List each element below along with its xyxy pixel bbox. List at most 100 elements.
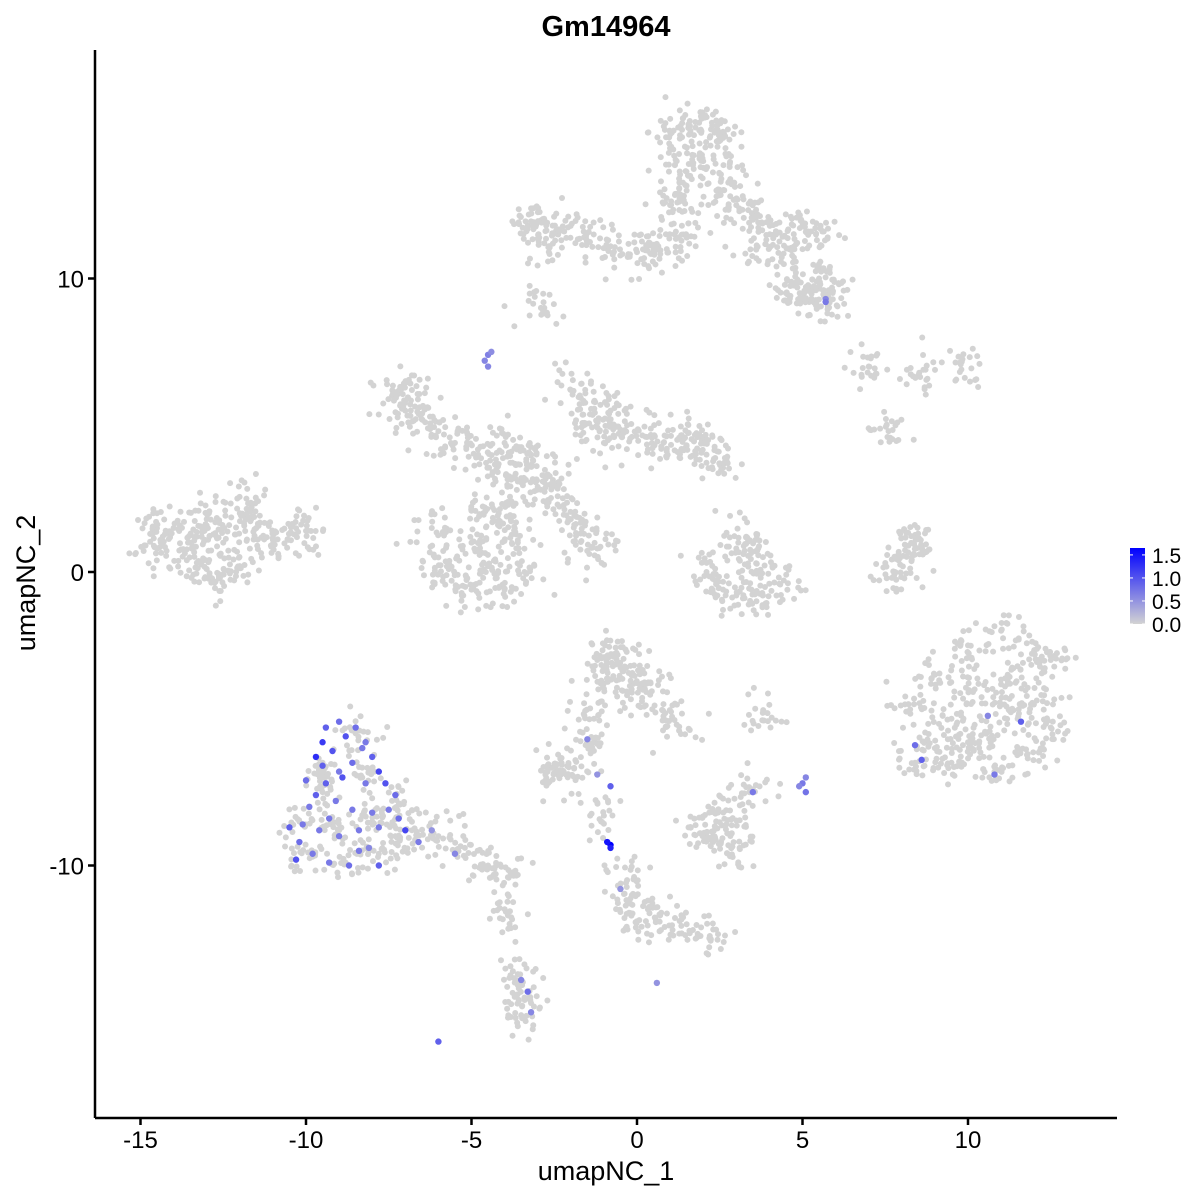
cell-point (743, 534, 750, 541)
cell-point (667, 675, 674, 682)
cell-point (919, 772, 926, 779)
cell-point (639, 694, 646, 701)
cell-point (686, 131, 693, 138)
cell-point (1056, 713, 1063, 720)
cell-point (790, 231, 797, 238)
cell-point (996, 703, 1003, 710)
cell-point (762, 779, 769, 786)
cell-point (703, 459, 710, 466)
cell-point (504, 453, 511, 460)
cell-point (564, 707, 571, 714)
cell-point (716, 186, 723, 193)
cell-point (833, 302, 840, 309)
cell-point (601, 888, 608, 895)
cell-point (947, 701, 954, 708)
cell-point (489, 600, 496, 607)
cell-point (781, 233, 788, 240)
cell-point (262, 486, 269, 493)
cell-point (293, 863, 300, 870)
cell-point (934, 748, 941, 755)
cell-point (738, 584, 745, 591)
cell-point (414, 396, 421, 403)
cell-point (698, 462, 705, 469)
cell-point (443, 542, 450, 549)
cell-point (812, 268, 819, 275)
cell-point (765, 570, 772, 577)
cell-point (705, 912, 712, 919)
cell-point (857, 386, 864, 393)
cell-point (528, 463, 535, 470)
cell-point (645, 239, 652, 246)
cell-point (574, 500, 581, 507)
cell-point (776, 229, 783, 236)
cell-point (717, 793, 724, 800)
cell-point (796, 290, 803, 297)
cell-point (930, 718, 937, 725)
cell-point (1024, 770, 1031, 777)
cell-point (961, 374, 968, 381)
cell-point (719, 835, 726, 842)
cell-point (385, 396, 392, 403)
cell-point (999, 764, 1006, 771)
cell-point (872, 370, 879, 377)
expressed-cell-point (918, 756, 925, 764)
cell-point (799, 271, 806, 278)
expressed-cell-point (335, 718, 343, 725)
cell-point (957, 690, 964, 697)
cell-point (622, 405, 629, 412)
cell-point (711, 823, 718, 830)
cell-point (206, 508, 213, 515)
cell-point (718, 175, 725, 182)
cell-point (634, 426, 641, 433)
cell-point (1026, 656, 1033, 663)
cell-point (1041, 668, 1048, 675)
cell-point (512, 938, 519, 945)
cell-point (439, 505, 446, 512)
cell-point (952, 359, 959, 366)
cell-point (892, 569, 899, 576)
cell-point (893, 576, 900, 583)
cell-point (592, 673, 599, 680)
cell-point (321, 810, 328, 817)
cell-point (447, 817, 454, 824)
cell-point (909, 373, 916, 380)
cell-point (697, 576, 704, 583)
cell-point (991, 623, 998, 630)
cell-point (718, 466, 725, 473)
legend-tick-label: 1.5 (1152, 545, 1181, 568)
cell-point (740, 551, 747, 558)
cell-point (609, 226, 616, 233)
cell-point (1020, 623, 1027, 630)
cell-point (761, 562, 768, 569)
cell-point (645, 939, 652, 946)
cell-point (680, 115, 687, 122)
cell-point (281, 822, 288, 829)
cell-point (619, 434, 626, 441)
cell-point (225, 547, 232, 554)
cell-point (511, 445, 518, 452)
cell-point (1019, 659, 1026, 666)
cell-point (902, 693, 909, 700)
cell-point (150, 542, 157, 549)
cell-point (664, 249, 671, 256)
cell-point (951, 645, 958, 652)
cell-point (541, 466, 548, 473)
cell-point (320, 526, 327, 533)
cell-point (968, 654, 975, 661)
cell-point (897, 569, 904, 576)
cell-point (457, 528, 464, 535)
cell-point (696, 153, 703, 160)
cell-point (998, 619, 1005, 626)
cell-point (507, 512, 514, 519)
cell-point (656, 911, 663, 918)
cell-point (567, 234, 574, 241)
cell-point (891, 739, 898, 746)
cell-point (431, 511, 438, 518)
cell-point (214, 543, 221, 550)
cell-point (1023, 640, 1030, 647)
cell-point (676, 185, 683, 192)
x-tick-label: -5 (461, 1127, 482, 1154)
cell-point (568, 790, 575, 797)
cell-point (470, 450, 477, 457)
cell-point (1004, 715, 1011, 722)
